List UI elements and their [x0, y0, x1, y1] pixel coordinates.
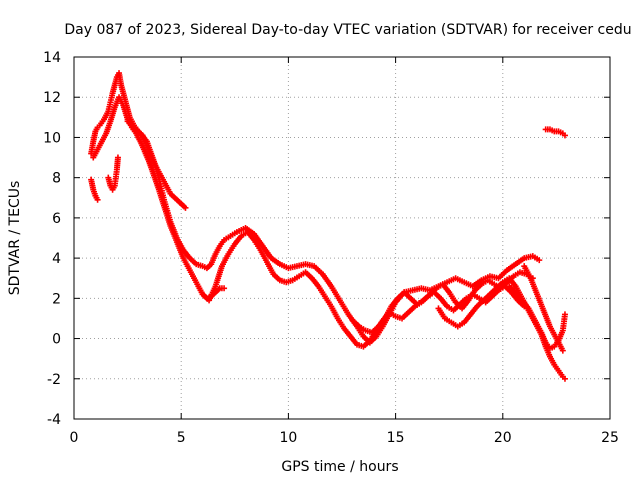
- series-track-h: [506, 283, 568, 352]
- series-track-c: [124, 118, 543, 346]
- data-point: [561, 375, 568, 382]
- x-tick-label: 10: [279, 430, 297, 446]
- y-tick-label: 12: [43, 90, 61, 106]
- x-tick-label: 15: [387, 430, 405, 446]
- y-tick-label: -4: [47, 412, 61, 428]
- data-point: [536, 257, 543, 264]
- data-marks: [88, 70, 568, 382]
- data-point: [559, 347, 566, 354]
- data-point: [114, 154, 121, 161]
- series-track-b: [88, 176, 101, 203]
- series-track-i: [521, 263, 566, 354]
- data-point: [561, 311, 568, 318]
- series-track-e: [199, 285, 228, 302]
- plot-border: [73, 56, 611, 420]
- x-tick-label: 25: [601, 430, 619, 446]
- x-axis-label: GPS time / hours: [281, 459, 398, 475]
- y-tick-label: 6: [52, 211, 61, 227]
- y-tick-label: 8: [52, 171, 61, 187]
- y-tick-label: 0: [52, 332, 61, 348]
- data-point: [94, 196, 101, 203]
- x-tick-label: 5: [177, 430, 186, 446]
- data-point: [561, 132, 568, 139]
- data-point: [221, 285, 228, 292]
- x-tick-label: 20: [494, 430, 512, 446]
- y-tick-label: 10: [43, 130, 61, 146]
- y-tick-label: -2: [47, 372, 61, 388]
- series-track-j: [542, 126, 568, 139]
- series-track-b2: [105, 154, 121, 193]
- y-tick-label: 4: [52, 251, 61, 267]
- y-axis-label: SDTVAR / TECUs: [7, 181, 23, 296]
- chart-title: Day 087 of 2023, Sidereal Day-to-day VTE…: [64, 22, 631, 38]
- axis-ticks: 0 5 10 15 20 25 -4 -2 0 2 4 6 8 10 12 14: [43, 50, 619, 446]
- data-point: [182, 204, 189, 211]
- x-tick-label: 0: [70, 430, 79, 446]
- grid-lines: [74, 57, 610, 419]
- y-tick-label: 14: [43, 50, 61, 66]
- y-tick-label: 2: [52, 291, 61, 307]
